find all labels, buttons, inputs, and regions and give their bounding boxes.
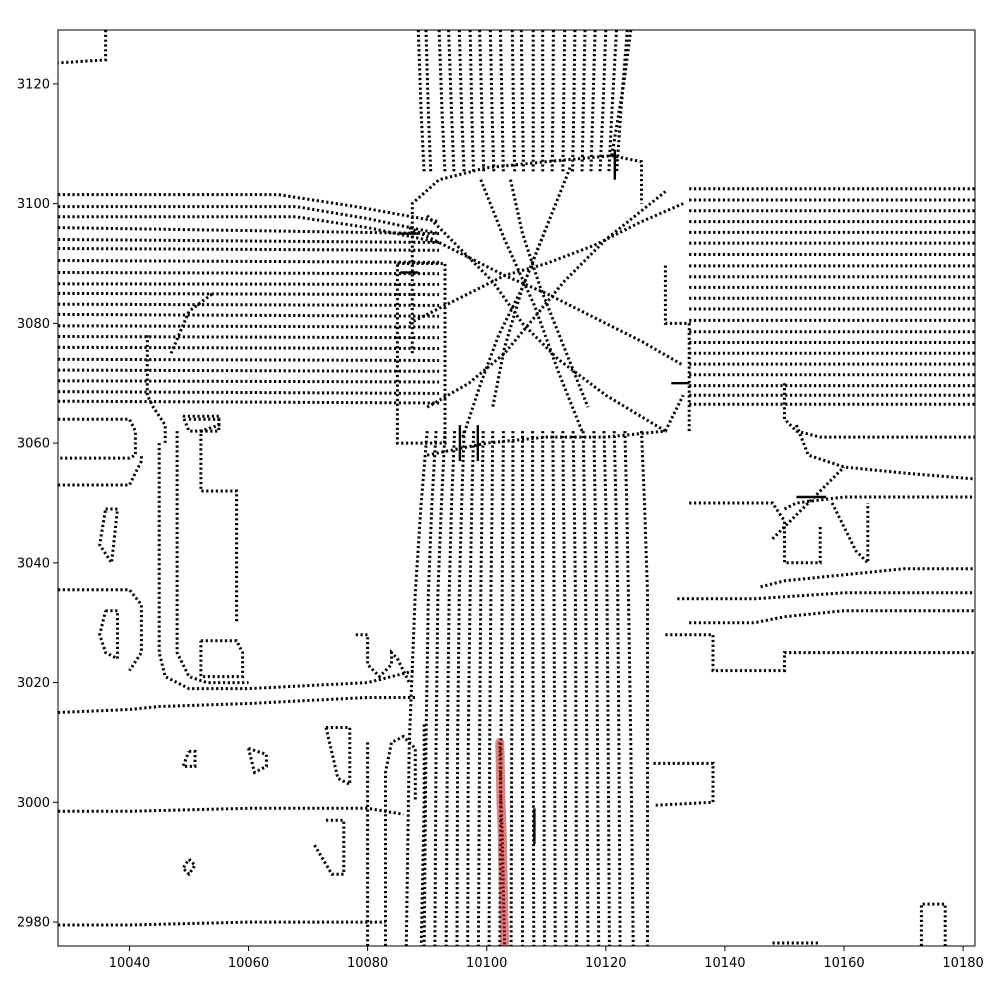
lane-line-123 xyxy=(783,383,975,439)
lane-line-104 xyxy=(169,292,214,354)
lane-line-108 xyxy=(181,414,221,433)
lane-line-90 xyxy=(408,202,684,325)
y-tick-label-3: 3040 xyxy=(17,556,50,571)
lane-line-97 xyxy=(58,417,137,460)
lane-line-117 xyxy=(98,609,119,662)
lane-line-102 xyxy=(157,443,416,691)
lane-line-121 xyxy=(58,30,108,65)
lane-line-83 xyxy=(623,431,635,946)
lane-line-87 xyxy=(426,394,685,457)
lane-line-4 xyxy=(58,238,440,244)
y-tick-label-0: 2980 xyxy=(17,916,50,931)
lane-line-112 xyxy=(384,734,417,946)
plot-frame xyxy=(57,29,976,947)
x-tick-label-4: 10120 xyxy=(585,956,626,971)
lane-line-84 xyxy=(640,431,649,946)
lane-line-1 xyxy=(58,205,440,236)
lane-line-12 xyxy=(58,324,440,329)
solid-marks xyxy=(400,149,827,845)
y-tick-label-4: 3060 xyxy=(17,437,50,452)
lane-line-132 xyxy=(919,902,947,946)
lane-line-62 xyxy=(610,30,633,156)
lane-line-94 xyxy=(509,179,590,408)
lane-line-0 xyxy=(58,193,440,224)
y-tick-label-6: 3100 xyxy=(17,197,50,212)
x-tick-label-3: 10100 xyxy=(466,956,507,971)
y-tick-label-1: 3000 xyxy=(17,796,50,811)
lane-line-91 xyxy=(426,214,667,433)
lane-line-133 xyxy=(830,502,870,567)
highlighted-route xyxy=(495,737,510,946)
lane-line-129 xyxy=(665,633,975,673)
lane-line-85 xyxy=(395,262,447,445)
x-tick-label-6: 10160 xyxy=(823,956,864,971)
y-axis: 2980 3000 3020 3040 3060 3080 3100 3120 xyxy=(17,77,58,931)
lane-line-14 xyxy=(58,345,440,350)
lane-line-96 xyxy=(491,167,572,408)
lane-line-106 xyxy=(199,639,245,679)
lane-line-65 xyxy=(433,431,447,946)
lane-line-114 xyxy=(324,726,352,787)
lane-line-7 xyxy=(58,271,440,276)
lane-line-82 xyxy=(612,431,622,946)
lane-line-101 xyxy=(145,335,167,444)
lane-line-86 xyxy=(410,154,643,354)
lane-line-3 xyxy=(58,226,440,236)
lane-line-127 xyxy=(677,591,975,601)
lane-line-18 xyxy=(58,390,440,395)
x-tick-label-5: 10140 xyxy=(704,956,745,971)
lane-line-6 xyxy=(58,259,440,264)
lane-line-5 xyxy=(58,247,440,252)
lane-line-92 xyxy=(426,190,667,409)
lane-line-118 xyxy=(247,746,268,775)
y-tick-label-2: 3020 xyxy=(17,676,50,691)
y-tick-label-5: 3080 xyxy=(17,317,50,332)
lane-line-68 xyxy=(466,431,476,946)
x-tick-label-1: 10060 xyxy=(228,956,269,971)
lane-line-100 xyxy=(58,696,416,714)
lane-line-11 xyxy=(58,312,440,318)
lane-line-89 xyxy=(408,226,684,367)
lane-line-120 xyxy=(181,858,197,877)
lane-line-66 xyxy=(444,431,457,946)
y-tick-label-7: 3120 xyxy=(17,77,50,92)
lane-line-126 xyxy=(760,567,975,589)
x-axis: 10040 10060 10080 10100 10120 10140 10160 10180 xyxy=(109,946,984,971)
lane-line-63 xyxy=(404,430,429,946)
lane-line-122 xyxy=(689,501,822,565)
highlighted-route-line xyxy=(498,742,507,946)
lane-line-113 xyxy=(419,724,426,946)
lane-line-9 xyxy=(58,291,440,297)
lane-line-81 xyxy=(602,431,611,946)
lane-line-119 xyxy=(180,749,197,768)
x-tick-label-0: 10040 xyxy=(109,956,150,971)
lane-line-109 xyxy=(58,806,404,816)
lane-lines xyxy=(58,30,975,946)
lane-line-88 xyxy=(663,263,691,432)
lane-line-128 xyxy=(689,609,975,625)
x-tick-label-2: 10080 xyxy=(347,956,388,971)
lane-line-10 xyxy=(58,302,440,307)
x-tick-label-7: 10180 xyxy=(942,956,983,971)
lane-line-19 xyxy=(58,399,440,405)
lane-line-99 xyxy=(58,588,143,672)
lane-line-64 xyxy=(422,431,438,946)
lane-line-130 xyxy=(653,761,715,807)
lane-line-2 xyxy=(58,215,440,244)
lane-line-124 xyxy=(795,424,975,481)
lane-line-16 xyxy=(58,368,440,373)
lane-line-17 xyxy=(58,379,440,384)
lane-line-125 xyxy=(783,495,975,511)
lane-line-15 xyxy=(58,357,440,362)
lane-line-67 xyxy=(455,431,466,946)
plot-background xyxy=(58,30,975,946)
lane-line-8 xyxy=(58,282,440,286)
lane-line-13 xyxy=(58,335,440,340)
